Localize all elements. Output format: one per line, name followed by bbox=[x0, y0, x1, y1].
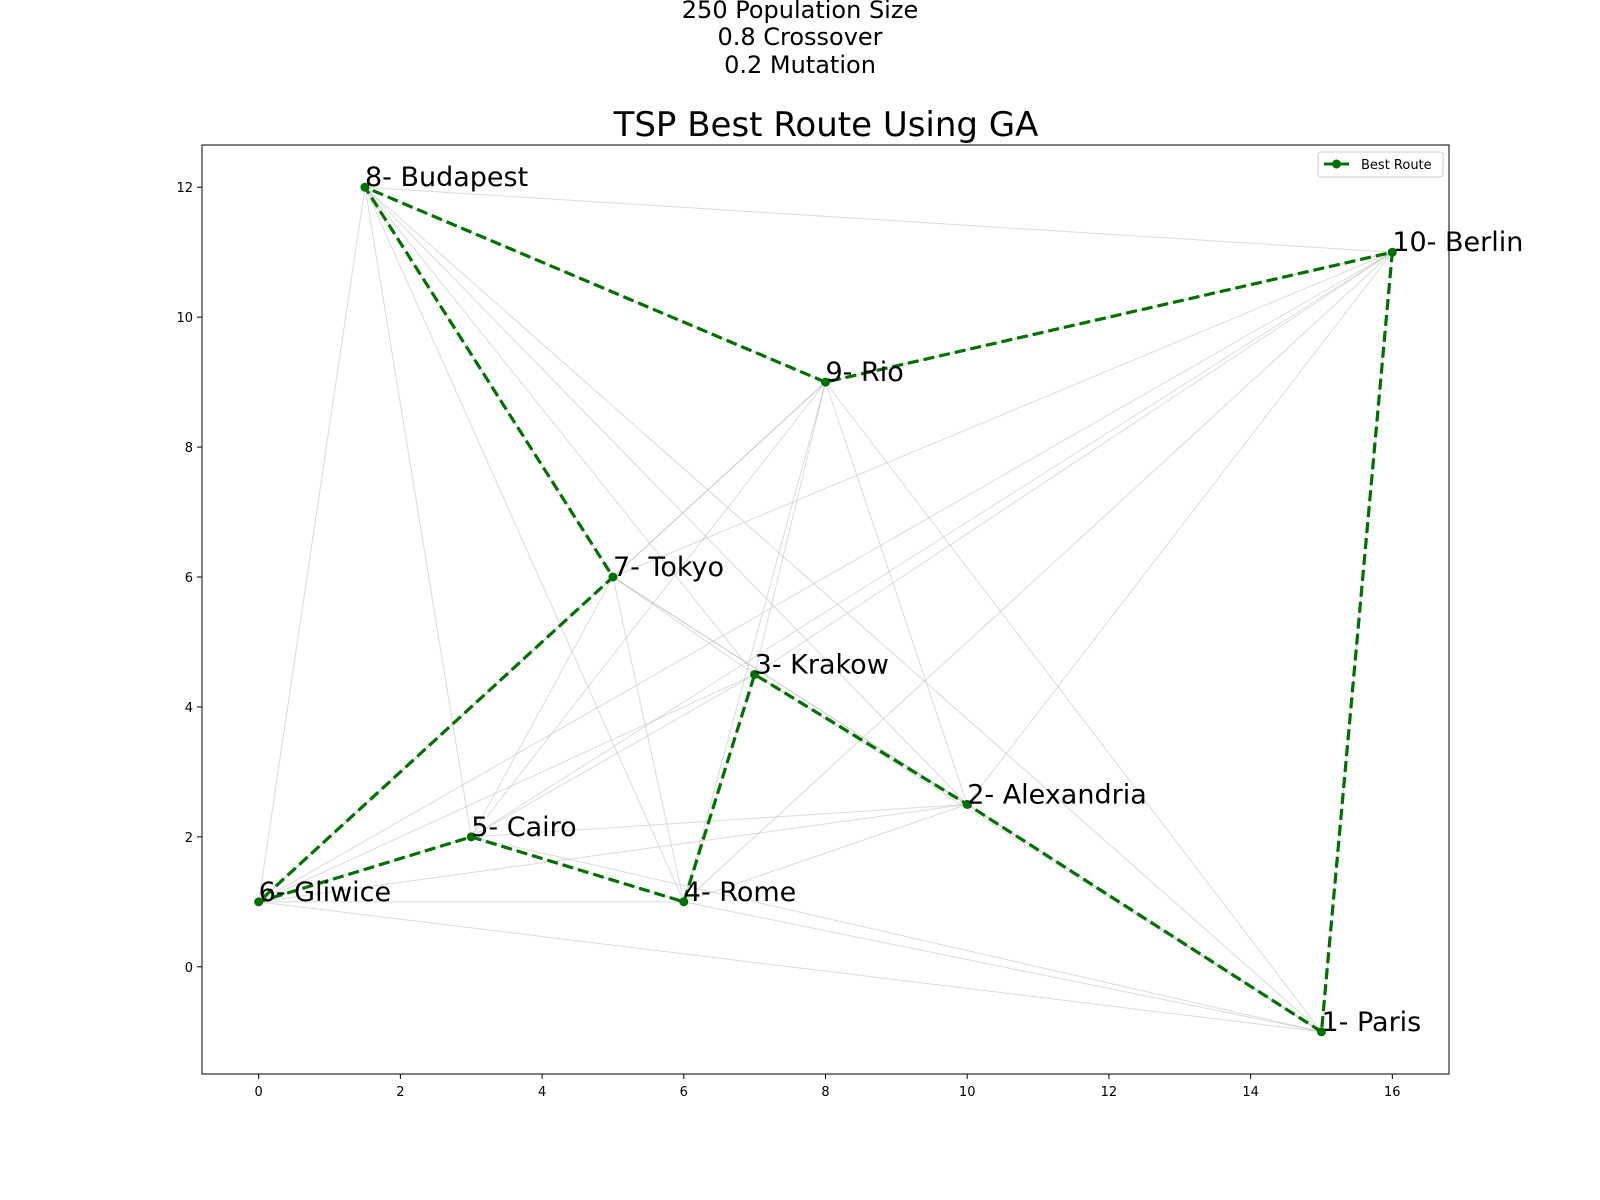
mutation-text: 0.2 Mutation bbox=[724, 51, 876, 79]
y-tick-label: 4 bbox=[185, 701, 193, 716]
y-tick-label: 8 bbox=[185, 441, 193, 456]
city-label-3-krakow: 3- Krakow bbox=[755, 649, 889, 680]
edge-2-alexandria-4-rome bbox=[683, 803, 968, 903]
city-marker-7-tokyo bbox=[608, 572, 618, 582]
edge-7-tokyo-10-berlin bbox=[612, 251, 1393, 578]
y-tick-label: 10 bbox=[176, 311, 193, 326]
city-label-10-berlin: 10- Berlin bbox=[1392, 227, 1523, 258]
city-marker-6-gliwice bbox=[254, 897, 264, 907]
legend-label: Best Route bbox=[1361, 158, 1432, 173]
edge-2-alexandria-5-cairo bbox=[471, 803, 968, 838]
best-route-line bbox=[257, 185, 1394, 1034]
edge-6-gliwice-10-berlin bbox=[258, 251, 1393, 903]
city-label-6-gliwice: 6- Gliwice bbox=[259, 877, 391, 908]
population-size-text: 250 Population Size bbox=[681, 0, 919, 24]
edge-3-krakow-8-budapest bbox=[364, 186, 756, 675]
legend-marker-icon bbox=[1332, 159, 1341, 169]
edge-3-krakow-7-tokyo bbox=[612, 576, 755, 675]
edge-5-cairo-10-berlin bbox=[470, 251, 1393, 838]
x-tick-label: 14 bbox=[1242, 1085, 1259, 1100]
city-marker-10-berlin bbox=[1387, 247, 1397, 257]
edge-3-krakow-10-berlin bbox=[754, 251, 1393, 675]
city-label-9-rio: 9- Rio bbox=[826, 357, 904, 388]
edge-4-rome-10-berlin bbox=[683, 251, 1393, 903]
x-tick-label: 8 bbox=[821, 1085, 829, 1100]
edge-2-alexandria-8-budapest bbox=[364, 186, 968, 805]
edge-4-rome-8-budapest bbox=[364, 187, 685, 903]
x-tick-label: 0 bbox=[255, 1085, 263, 1100]
edge-2-alexandria-7-tokyo bbox=[612, 576, 968, 805]
all-edges-layer bbox=[258, 186, 1393, 1033]
x-tick-label: 4 bbox=[538, 1085, 546, 1100]
edge-4-rome-7-tokyo bbox=[612, 576, 685, 902]
edge-5-cairo-8-budapest bbox=[364, 187, 472, 837]
edge-2-alexandria-10-berlin bbox=[966, 251, 1393, 805]
city-marker-4-rome bbox=[679, 897, 689, 907]
city-label-1-paris: 1- Paris bbox=[1321, 1007, 1421, 1038]
crossover-text: 0.8 Crossover bbox=[717, 23, 883, 51]
x-tick-label: 6 bbox=[680, 1085, 688, 1100]
y-tick-label: 12 bbox=[176, 181, 193, 196]
edge-6-gliwice-8-budapest bbox=[258, 187, 366, 902]
edge-5-cairo-9-rio bbox=[470, 381, 826, 838]
city-label-7-tokyo: 7- Tokyo bbox=[613, 552, 724, 583]
x-tick-label: 16 bbox=[1384, 1085, 1401, 1100]
edge-8-budapest-10-berlin bbox=[364, 186, 1393, 253]
x-axis-ticks: 0 2 4 6 8 10 12 14 16 bbox=[255, 1074, 1401, 1100]
city-marker-1-paris bbox=[1316, 1027, 1326, 1037]
x-tick-label: 10 bbox=[959, 1085, 976, 1100]
edge-4-rome-9-rio bbox=[683, 381, 826, 902]
legend-box bbox=[1317, 151, 1444, 178]
city-marker-3-krakow bbox=[750, 669, 760, 679]
y-tick-label: 6 bbox=[185, 571, 193, 586]
axes-frame bbox=[201, 144, 1450, 1075]
city-label-2-alexandria: 2- Alexandria bbox=[967, 779, 1147, 810]
edge-3-krakow-5-cairo bbox=[470, 674, 755, 838]
city-marker-5-cairo bbox=[466, 832, 476, 842]
city-marker-8-budapest bbox=[360, 182, 370, 192]
city-labels-layer: 1- Paris 2- Alexandria 3- Krakow 4- Rome 5- … bbox=[259, 162, 1524, 1038]
edge-2-alexandria-6-gliwice bbox=[258, 803, 968, 903]
edge-2-alexandria-9-rio bbox=[825, 381, 968, 805]
edge-1-paris-5-cairo bbox=[471, 836, 1322, 1033]
edge-1-paris-8-budapest bbox=[364, 186, 1322, 1033]
edge-1-paris-9-rio bbox=[825, 381, 1322, 1033]
y-axis-ticks: 0 2 4 6 8 10 12 bbox=[176, 181, 202, 976]
edge-3-krakow-9-rio bbox=[754, 382, 826, 675]
legend: Best Route bbox=[1317, 151, 1444, 178]
x-tick-label: 12 bbox=[1101, 1085, 1118, 1100]
chart-title: TSP Best Route Using GA bbox=[613, 105, 1039, 145]
edge-3-krakow-6-gliwice bbox=[258, 674, 755, 903]
city-label-8-budapest: 8- Budapest bbox=[365, 162, 528, 193]
city-marker-2-alexandria bbox=[962, 799, 972, 809]
y-tick-label: 2 bbox=[185, 831, 193, 846]
city-label-5-cairo: 5- Cairo bbox=[471, 812, 576, 843]
edge-1-paris-3-krakow bbox=[754, 674, 1322, 1033]
city-marker-9-rio bbox=[821, 377, 830, 387]
edge-1-paris-4-rome bbox=[683, 901, 1322, 1033]
y-tick-label: 0 bbox=[185, 961, 193, 976]
x-tick-label: 2 bbox=[396, 1085, 404, 1100]
edge-7-tokyo-9-rio bbox=[612, 381, 826, 578]
best-route-layer bbox=[254, 182, 1397, 1037]
edge-1-paris-6-gliwice bbox=[258, 901, 1322, 1033]
city-label-4-rome: 4- Rome bbox=[684, 877, 796, 908]
edge-5-cairo-7-tokyo bbox=[470, 576, 614, 838]
